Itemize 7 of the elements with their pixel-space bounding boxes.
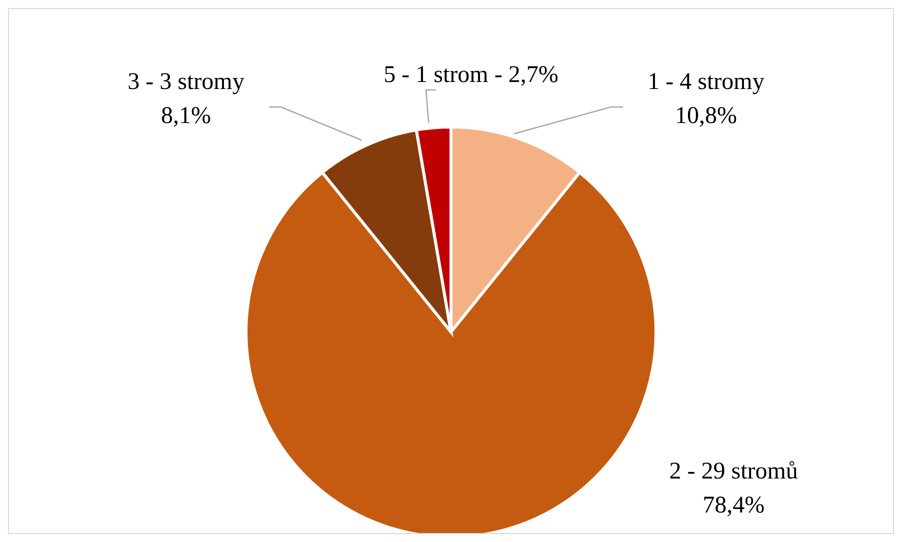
slice-label: 3 - 3 stromy [128,69,244,95]
slice-label: 5 - 1 strom - 2,7% [384,62,558,88]
data-label: 78,4% [702,492,765,519]
slice-label: 1 - 4 stromy [648,69,764,95]
data-label: 8,1% [161,103,211,129]
data-label: 10,8% [675,103,737,129]
slice-label: 2 - 29 stromů [669,458,798,485]
